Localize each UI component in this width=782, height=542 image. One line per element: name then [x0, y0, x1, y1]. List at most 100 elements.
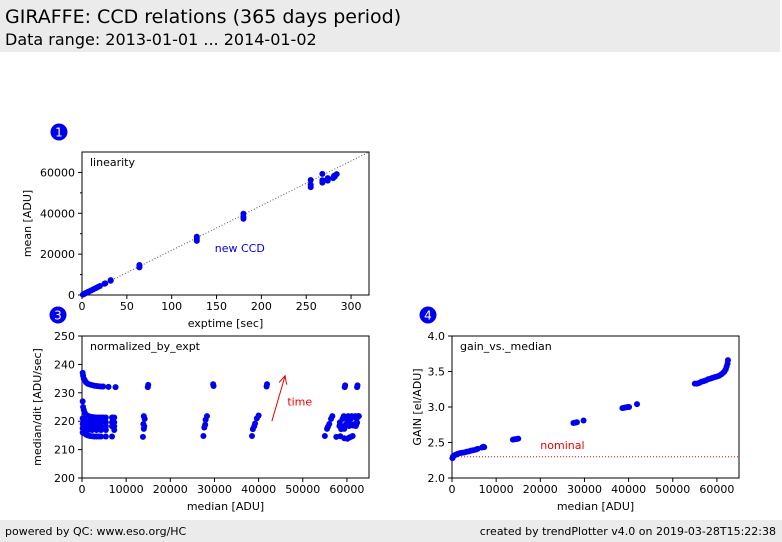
x-axis-label: median [ADU] [557, 500, 634, 513]
y-tick-label: 0 [68, 289, 75, 302]
data-point [354, 382, 361, 389]
page-title: GIRAFFE: CCD relations (365 days period) [5, 6, 402, 28]
data-point [93, 427, 100, 434]
x-tick-label: 50 [120, 300, 134, 313]
data-point [201, 424, 208, 431]
badge-circle [50, 123, 68, 141]
time-arrow-head [278, 374, 288, 385]
data-point [112, 384, 119, 391]
data-point [352, 423, 359, 430]
data-point [253, 415, 260, 422]
data-point [515, 435, 522, 442]
y-tick-label: 220 [54, 415, 75, 428]
data-point [249, 426, 256, 433]
data-point [102, 414, 109, 421]
badge-number: 3 [54, 309, 62, 323]
data-point [626, 404, 633, 410]
data-point [96, 283, 103, 290]
data-point [202, 416, 209, 423]
data-point [97, 427, 104, 434]
data-point [319, 177, 326, 184]
x-tick-label: 60000 [699, 483, 734, 496]
data-point [107, 277, 114, 284]
y-axis-label: median/dit [ADU/sec] [31, 348, 44, 466]
badge-circle [419, 306, 437, 324]
x-tick-label: 0 [79, 483, 86, 496]
x-tick-label: 250 [296, 300, 317, 313]
y-tick-label: 3.0 [428, 401, 446, 414]
plot-title: normalized_by_expt [90, 340, 201, 353]
x-tick-label: 0 [449, 483, 456, 496]
x-tick-label: 200 [251, 300, 272, 313]
x-tick-label: 20000 [523, 483, 558, 496]
time-arrow [271, 375, 286, 422]
x-tick-label: 10000 [479, 483, 514, 496]
created-by-text: created by trendPlotter v4.0 on 2019-03-… [479, 525, 776, 538]
data-point [347, 415, 354, 422]
data-point [355, 413, 362, 420]
data-point [248, 432, 255, 439]
x-tick-label: 30000 [197, 483, 232, 496]
data-point [321, 432, 328, 439]
data-point [109, 433, 116, 440]
y-tick-label: 200 [54, 472, 75, 485]
x-tick-label: 0 [79, 300, 86, 313]
data-point [580, 417, 587, 424]
y-tick-label: 3.5 [428, 366, 446, 379]
data-point [136, 261, 143, 268]
data-point [111, 414, 118, 421]
data-point [200, 432, 207, 439]
chart-gain-vs-median: 4 0 10000 20000 30000 40000 50000 60000 2.0 2.5 3.… [411, 306, 740, 513]
data-point [573, 419, 580, 426]
x-tick-label: 150 [206, 300, 227, 313]
x-tick-label: 100 [161, 300, 182, 313]
data-point [339, 415, 346, 422]
data-point [139, 433, 146, 440]
x-axis-label: exptime [sec] [188, 317, 264, 330]
data-point [97, 433, 104, 440]
data-point [324, 175, 331, 182]
x-tick-label: 10000 [109, 483, 144, 496]
plot-frame [81, 335, 370, 479]
data-point [111, 427, 118, 434]
data-point [634, 401, 641, 408]
data-point [328, 415, 335, 422]
powered-by-text: powered by QC: www.eso.org/HC [5, 525, 187, 538]
y-tick-label: 40000 [40, 207, 75, 220]
data-point [481, 444, 488, 451]
data-point [342, 382, 349, 389]
x-tick-label: 30000 [567, 483, 602, 496]
annotation-new-ccd: new CCD [215, 242, 265, 255]
data-point [79, 398, 86, 405]
data-point [102, 433, 109, 440]
data-point [331, 173, 338, 180]
data-point [140, 425, 147, 432]
data-point [102, 280, 109, 287]
y-tick-label: 4.0 [428, 330, 446, 343]
y-tick-label: 2.5 [428, 437, 446, 450]
data-point [324, 425, 331, 432]
data-point [724, 357, 731, 364]
reference-line [81, 151, 370, 296]
badge-number: 1 [55, 126, 63, 140]
plot-title: linearity [90, 156, 135, 169]
footer: powered by QC: www.eso.org/HC created by… [0, 520, 782, 542]
data-point [349, 432, 356, 439]
data-point [264, 381, 271, 388]
data-range: Data range: 2013-01-01 ... 2014-01-02 [5, 30, 317, 49]
chart-normalized-by-expt: 3 0 10000 20000 30000 40000 50000 60000 200 210 22… [31, 306, 370, 513]
y-axis-label: mean [ADU] [21, 190, 34, 257]
y-tick-label: 2.0 [428, 472, 446, 485]
y-tick-label: 210 [54, 444, 75, 457]
x-axis-label: median [ADU] [187, 500, 264, 513]
x-tick-label: 20000 [153, 483, 188, 496]
plot-frame [81, 151, 370, 296]
annotation-nominal: nominal [540, 439, 584, 452]
data-point [102, 427, 109, 434]
x-tick-label: 60000 [329, 483, 364, 496]
data-point [210, 381, 217, 388]
data-point [341, 425, 348, 432]
badge-number: 4 [424, 309, 432, 323]
chart-linearity: 1 0 50 100 150 200 250 300 0 20000 40000 60000 expti… [21, 123, 370, 330]
y-tick-label: 250 [54, 330, 75, 343]
